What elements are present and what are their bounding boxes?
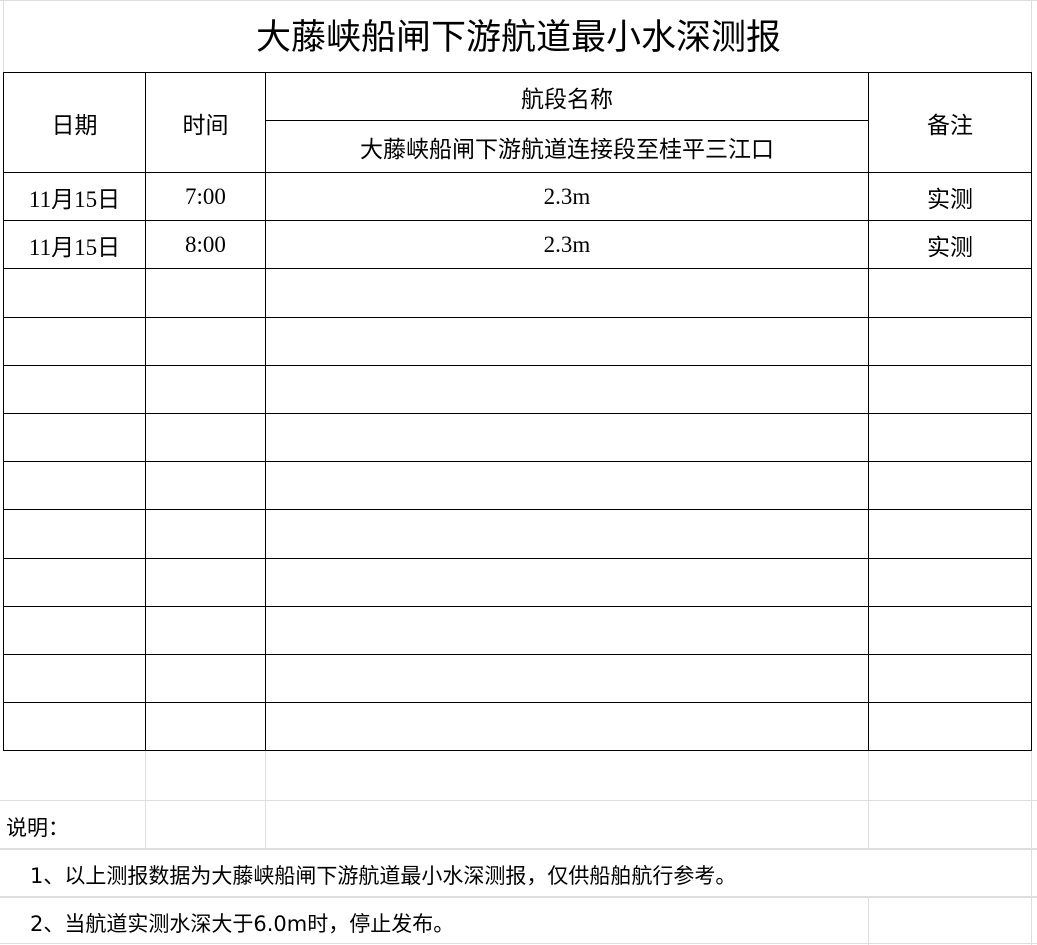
depth-cell[interactable] — [265, 509, 869, 559]
gridline — [0, 896, 1037, 898]
gridline — [868, 896, 869, 945]
table-row — [3, 364, 1032, 414]
time-cell[interactable] — [145, 364, 266, 414]
time-cell[interactable] — [145, 702, 266, 752]
depth-cell[interactable]: 2.3m — [265, 220, 869, 270]
gridline — [0, 0, 1037, 1]
table-row: 11月15日 8:00 2.3m 实测 — [3, 220, 1032, 270]
header-date: 日期 — [3, 72, 146, 173]
depth-cell[interactable] — [265, 653, 869, 704]
remark-cell[interactable] — [868, 364, 1032, 414]
gridline — [145, 751, 146, 848]
gridline — [265, 751, 266, 848]
time-cell[interactable] — [145, 557, 266, 607]
date-cell[interactable] — [3, 364, 146, 414]
date-cell[interactable] — [3, 412, 146, 463]
date-cell[interactable] — [3, 268, 146, 318]
table-row — [3, 509, 1032, 559]
table-row — [3, 605, 1032, 655]
table-row: 11月15日 7:00 2.3m 实测 — [3, 171, 1032, 222]
remark-cell[interactable] — [868, 509, 1032, 559]
gridline — [0, 943, 1037, 944]
gridline — [0, 848, 1037, 850]
remark-cell[interactable]: 实测 — [868, 220, 1032, 270]
gridline — [1031, 0, 1032, 72]
page-title: 大藤峡船闸下游航道最小水深测报 — [255, 18, 781, 58]
table-row — [3, 702, 1032, 752]
depth-cell[interactable]: 2.3m — [265, 171, 869, 222]
depth-cell[interactable] — [265, 702, 869, 752]
table-row — [3, 461, 1032, 511]
date-cell[interactable] — [3, 509, 146, 559]
depth-cell[interactable] — [265, 461, 869, 511]
depth-cell[interactable] — [265, 316, 869, 366]
date-cell[interactable] — [3, 653, 146, 704]
remark-cell[interactable] — [868, 412, 1032, 463]
remark-cell[interactable] — [868, 557, 1032, 607]
gridline — [0, 800, 1037, 801]
time-cell[interactable] — [145, 509, 266, 559]
depth-cell[interactable] — [265, 557, 869, 607]
remark-cell[interactable] — [868, 702, 1032, 752]
header-section-name: 大藤峡船闸下游航道连接段至桂平三江口 — [265, 120, 869, 173]
gridline — [868, 751, 869, 848]
date-cell[interactable] — [3, 316, 146, 366]
table-row — [3, 557, 1032, 607]
depth-cell[interactable] — [265, 364, 869, 414]
time-cell[interactable]: 7:00 — [145, 171, 266, 222]
header-time: 时间 — [145, 72, 266, 173]
date-cell[interactable]: 11月15日 — [3, 171, 146, 222]
time-cell[interactable] — [145, 412, 266, 463]
depth-cell[interactable] — [265, 412, 869, 463]
time-cell[interactable] — [145, 316, 266, 366]
date-cell[interactable] — [3, 461, 146, 511]
table-row — [3, 268, 1032, 318]
remark-cell[interactable] — [868, 461, 1032, 511]
time-cell[interactable] — [145, 268, 266, 318]
time-cell[interactable] — [145, 461, 266, 511]
note-item: 2、当航道实测水深大于6.0m时，停止发布。 — [30, 912, 455, 936]
remark-cell[interactable]: 实测 — [868, 171, 1032, 222]
time-cell[interactable]: 8:00 — [145, 220, 266, 270]
gridline — [3, 0, 4, 72]
remark-cell[interactable] — [868, 653, 1032, 704]
header-remark: 备注 — [868, 72, 1032, 173]
date-cell[interactable] — [3, 702, 146, 752]
header-section-group: 航段名称 — [265, 72, 869, 121]
remark-cell[interactable] — [868, 268, 1032, 318]
remark-cell[interactable] — [868, 605, 1032, 655]
gridline — [1031, 751, 1032, 945]
notes-heading: 说明： — [6, 816, 69, 840]
time-cell[interactable] — [145, 653, 266, 704]
header-row: 日期 时间 航段名称 备注 — [3, 72, 1032, 173]
depth-cell[interactable] — [265, 605, 869, 655]
date-cell[interactable] — [3, 557, 146, 607]
date-cell[interactable] — [3, 605, 146, 655]
depth-report-table: 日期 时间 航段名称 备注 大藤峡船闸下游航道连接段至桂平三江口 11月15日 7… — [3, 72, 1032, 752]
table-row — [3, 412, 1032, 463]
note-item: 1、以上测报数据为大藤峡船闸下游航道最小水深测报，仅供船舶航行参考。 — [30, 864, 737, 888]
header-row: 大藤峡船闸下游航道连接段至桂平三江口 — [4, 120, 1032, 173]
table-row — [3, 316, 1032, 366]
table-row — [3, 653, 1032, 704]
time-cell[interactable] — [145, 605, 266, 655]
date-cell[interactable]: 11月15日 — [3, 220, 146, 270]
depth-cell[interactable] — [265, 268, 869, 318]
remark-cell[interactable] — [868, 316, 1032, 366]
